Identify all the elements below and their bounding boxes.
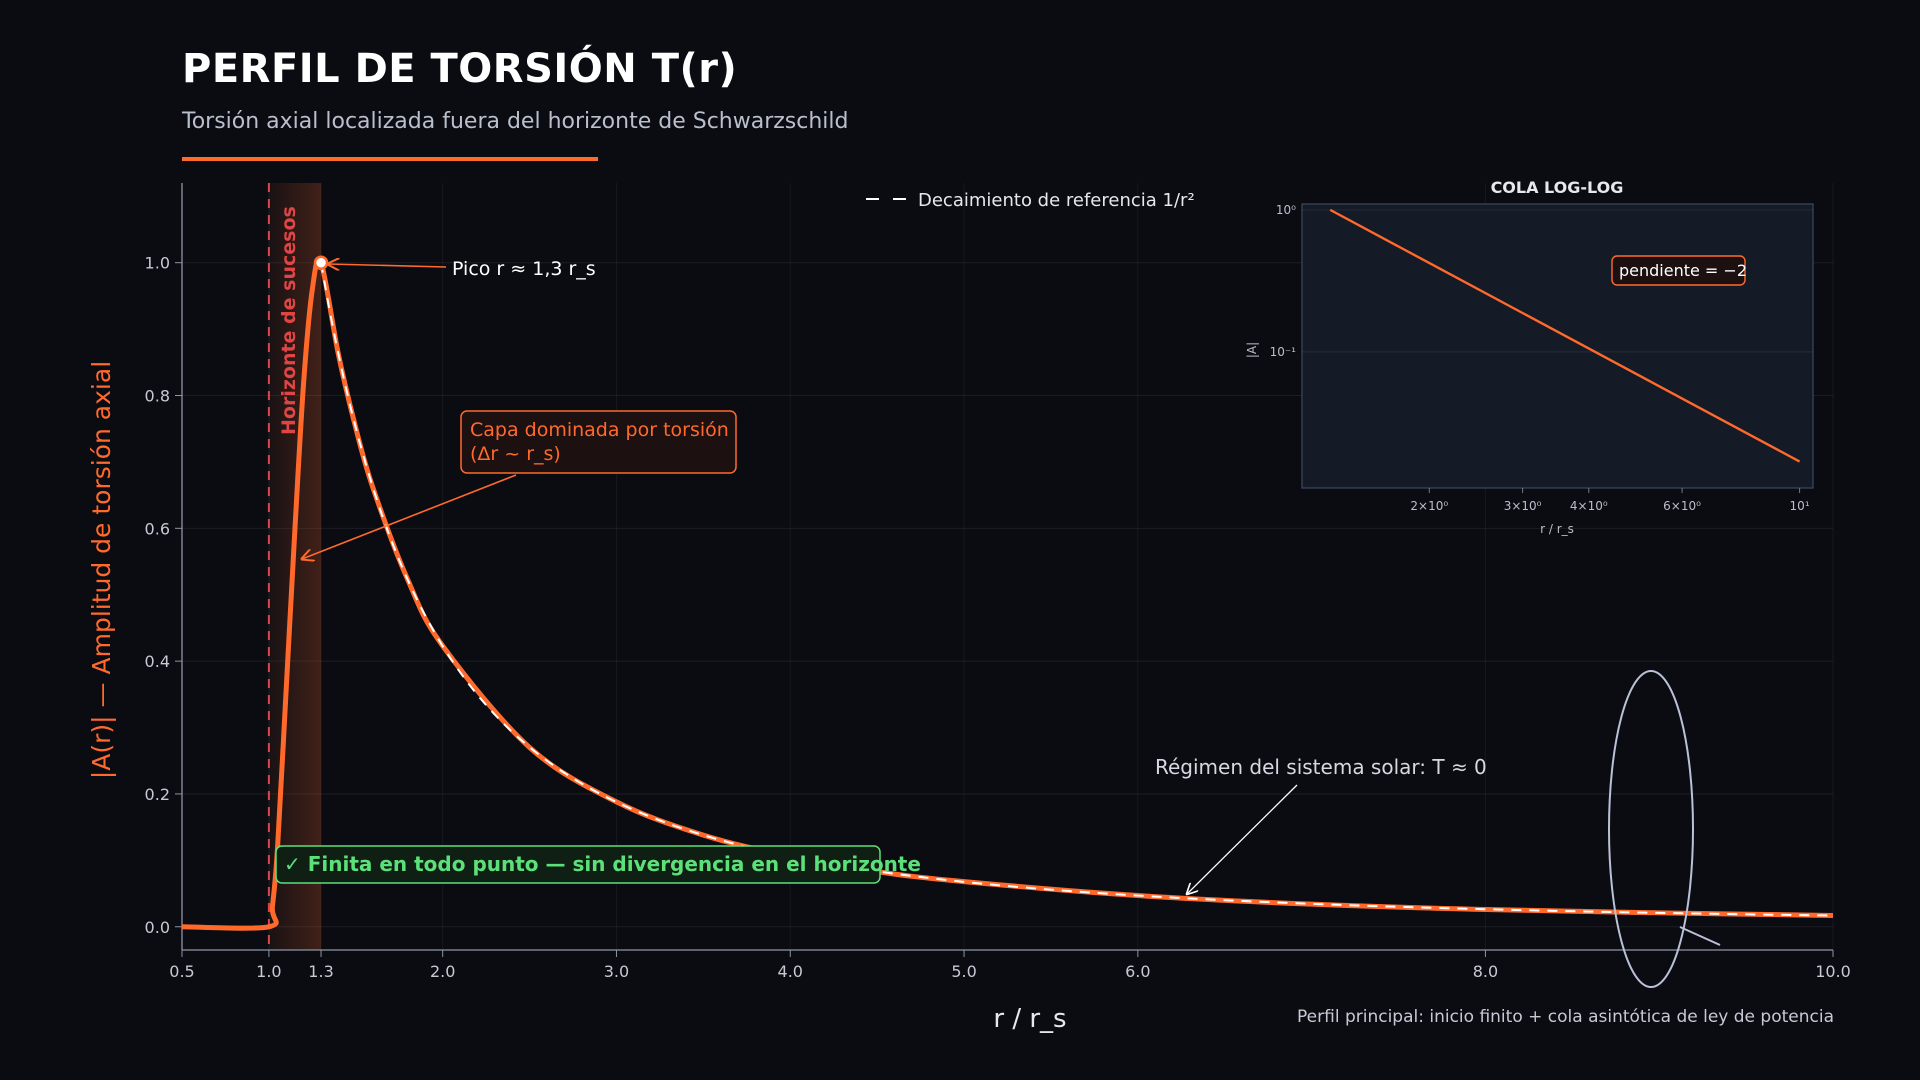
x-axis-label: r / r_s — [993, 1004, 1066, 1034]
event-horizon-label: Horizonte de sucesos — [278, 206, 300, 435]
inset-x-tick-label: 2×10⁰ — [1410, 499, 1448, 513]
y-tick-labels: 0.0 0.2 0.4 0.6 0.8 1.0 — [145, 254, 182, 937]
solar-annotation: Régimen del sistema solar: T ≈ 0 — [1155, 755, 1487, 779]
x-tick-label: 0.5 — [169, 962, 194, 981]
y-tick-label: 0.6 — [145, 519, 170, 538]
slope-badge-box — [1611, 255, 1746, 286]
layer-callout-arrow — [302, 474, 517, 559]
loglog-inset: COLA LOG-LOG 2×10⁰ 3×10⁰ 4×10⁰ 6×10⁰ 10¹ 10⁰… — [1245, 178, 1814, 536]
inset-x-tick-label: 3×10⁰ — [1504, 499, 1542, 513]
finite-badge-box — [275, 845, 881, 884]
peak-arrow — [328, 264, 447, 267]
inset-title: COLA LOG-LOG — [1491, 178, 1624, 197]
inset-x-tick-label: 4×10⁰ — [1570, 499, 1608, 513]
x-tick-label: 10.0 — [1815, 962, 1851, 981]
y-tick-label: 1.0 — [145, 254, 170, 273]
y-tick-label: 0.0 — [145, 918, 170, 937]
magnifier-icon — [1608, 670, 1721, 988]
x-tick-label: 1.3 — [308, 962, 333, 981]
inset-y-axis-label: |A| — [1245, 342, 1259, 358]
inset-frame — [1301, 203, 1814, 489]
page-title: PERFIL DE TORSIÓN T(r) — [182, 46, 738, 92]
slope-badge-text: pendiente = −2 — [1619, 261, 1747, 280]
x-tick-label: 5.0 — [951, 962, 976, 981]
main-axes — [181, 183, 1833, 951]
inset-x-tick-labels: 2×10⁰ 3×10⁰ 4×10⁰ 6×10⁰ 10¹ — [1410, 488, 1810, 513]
inset-x-tick-label: 6×10⁰ — [1663, 499, 1701, 513]
inset-y-tick-label: 10⁰ — [1276, 203, 1296, 217]
finite-badge-text: ✓ Finita en todo punto — sin divergencia… — [284, 852, 921, 876]
y-tick-label: 0.8 — [145, 387, 170, 406]
y-tick-label: 0.2 — [145, 785, 170, 804]
x-tick-label: 2.0 — [430, 962, 455, 981]
peak-annotation: Pico r ≈ 1,3 r_s — [452, 258, 596, 280]
footnote: Perfil principal: inicio finito + cola a… — [1297, 1007, 1834, 1027]
title-accent-bar — [182, 157, 598, 161]
x-tick-labels: 0.5 1.0 1.3 2.0 3.0 4.0 5.0 6.0 8.0 10.0 — [169, 950, 1851, 981]
x-tick-label: 4.0 — [778, 962, 803, 981]
y-tick-label: 0.4 — [145, 652, 170, 671]
layer-callout-line2: (Δr ~ r_s) — [470, 443, 561, 465]
page-subtitle: Torsión axial localizada fuera del horiz… — [182, 109, 849, 134]
inset-y-tick-label: 10⁻¹ — [1270, 345, 1297, 359]
inset-x-tick-label: 10¹ — [1790, 499, 1810, 513]
x-tick-label: 8.0 — [1473, 962, 1498, 981]
y-axis-label: |A(r)| — Amplitud de torsión axial — [87, 361, 116, 779]
legend-entry-reference: Decaimiento de referencia 1/r² — [918, 190, 1195, 211]
x-tick-label: 6.0 — [1125, 962, 1150, 981]
inset-y-tick-labels: 10⁰ 10⁻¹ — [1270, 203, 1297, 359]
peak-marker — [313, 255, 329, 270]
x-tick-label: 3.0 — [604, 962, 629, 981]
inset-x-axis-label: r / r_s — [1540, 522, 1574, 536]
layer-callout-line1: Capa dominada por torsión — [470, 419, 729, 441]
layer-callout-box — [460, 410, 737, 474]
solar-arrow — [1187, 784, 1298, 894]
x-tick-label: 1.0 — [256, 962, 281, 981]
inset-grid — [1302, 209, 1813, 353]
legend: Decaimiento de referencia 1/r² — [866, 190, 1195, 211]
inset-loglog-line — [1329, 208, 1801, 463]
